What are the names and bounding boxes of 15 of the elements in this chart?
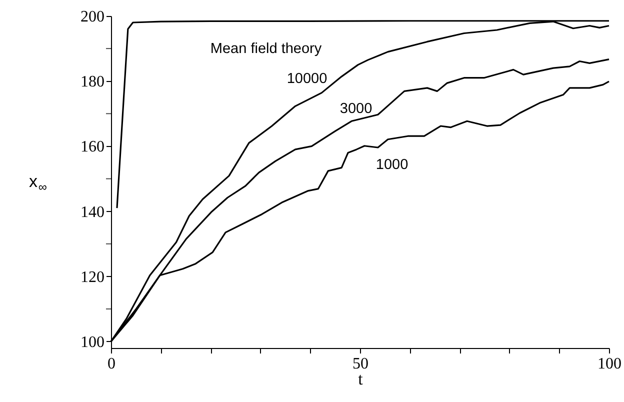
y-tick-label: 100: [80, 334, 104, 351]
series-label: 1000: [376, 157, 408, 173]
x-tick-label: 0: [108, 356, 116, 372]
y-tick-label: 180: [80, 74, 104, 91]
y-tick-label: 120: [80, 268, 104, 286]
y-tick-label: 160: [80, 138, 104, 156]
y-axis-title: x∞: [29, 172, 48, 194]
x-tick-label: 100: [598, 356, 622, 372]
series-label: Mean field theory: [210, 41, 322, 57]
y-tick-label: 140: [80, 204, 104, 221]
y-tick-label: 200: [80, 8, 104, 26]
series-label: 10000: [286, 71, 328, 87]
x-tick-label: 50: [352, 356, 368, 372]
x-axis-title: t: [358, 370, 364, 388]
series-label: 3000: [340, 101, 372, 117]
